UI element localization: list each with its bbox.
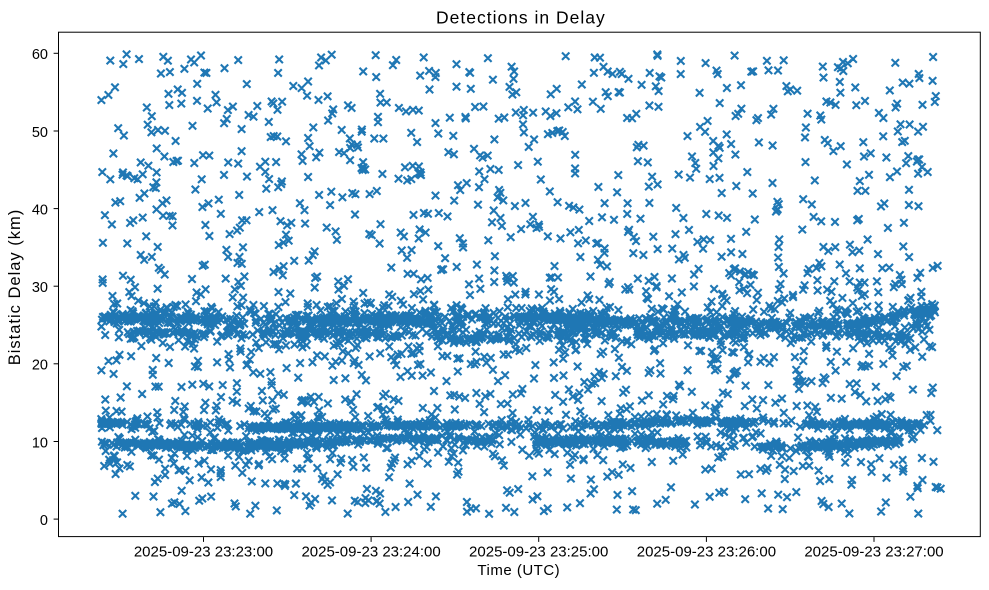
svg-text:40: 40 bbox=[32, 202, 48, 218]
svg-text:2025-09-23 23:23:00: 2025-09-23 23:23:00 bbox=[134, 543, 273, 560]
svg-text:2025-09-23 23:27:00: 2025-09-23 23:27:00 bbox=[804, 543, 943, 560]
svg-text:2025-09-23 23:26:00: 2025-09-23 23:26:00 bbox=[637, 543, 776, 560]
svg-text:Time (UTC): Time (UTC) bbox=[477, 562, 560, 579]
svg-text:60: 60 bbox=[32, 47, 48, 63]
svg-text:Detections in Delay: Detections in Delay bbox=[436, 8, 606, 28]
svg-text:2025-09-23 23:25:00: 2025-09-23 23:25:00 bbox=[469, 543, 608, 560]
svg-text:Bistatic Delay (km): Bistatic Delay (km) bbox=[6, 209, 24, 366]
svg-text:30: 30 bbox=[32, 280, 48, 296]
svg-text:20: 20 bbox=[32, 358, 48, 374]
svg-text:50: 50 bbox=[32, 125, 48, 141]
svg-text:0: 0 bbox=[40, 513, 48, 529]
svg-text:2025-09-23 23:24:00: 2025-09-23 23:24:00 bbox=[301, 543, 440, 560]
svg-text:10: 10 bbox=[32, 435, 48, 451]
